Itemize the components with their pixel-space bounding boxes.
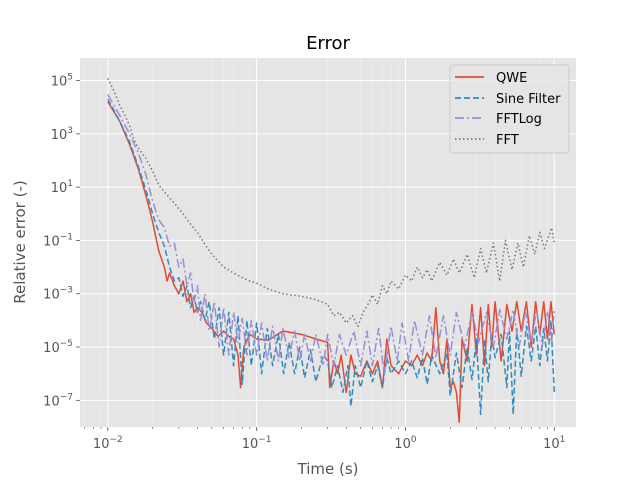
- y-tick-label: 10−7: [43, 392, 73, 409]
- axis-ticks: 10−2 10−1 100 101 10−7 10−5 10−3 10−1 101 103 105: [43, 73, 565, 452]
- x-tick-label: 10−1: [242, 435, 272, 452]
- legend-label-sine-filter: Sine Filter: [496, 92, 561, 107]
- y-tick-label: 103: [51, 126, 73, 143]
- series-lines: [107, 78, 556, 424]
- legend-label-fft: FFT: [496, 133, 519, 148]
- legend-label-fftlog: FFTLog: [496, 112, 542, 127]
- series-line-sine-filter: [107, 98, 556, 416]
- y-tick-label: 10−3: [43, 286, 73, 303]
- y-tick-label: 10−5: [43, 339, 73, 356]
- chart-title: Error: [306, 33, 350, 54]
- legend-box: [449, 64, 570, 154]
- y-axis-label: Relative error (-): [11, 180, 29, 303]
- legend-label-qwe: QWE: [496, 71, 527, 86]
- x-axis-label: Time (s): [297, 460, 359, 478]
- x-tick-label: 100: [394, 435, 417, 452]
- y-tick-label: 105: [51, 73, 73, 90]
- series-line-fftlog: [107, 94, 556, 375]
- series-line-fft: [107, 78, 555, 328]
- legend: QWE Sine Filter FFTLog FFT: [449, 64, 570, 154]
- y-tick-label: 10−1: [43, 232, 73, 249]
- x-tick-label: 10−2: [93, 435, 123, 452]
- series-line-qwe: [107, 101, 556, 424]
- y-tick-label: 101: [51, 179, 73, 196]
- x-tick-label: 101: [543, 435, 565, 452]
